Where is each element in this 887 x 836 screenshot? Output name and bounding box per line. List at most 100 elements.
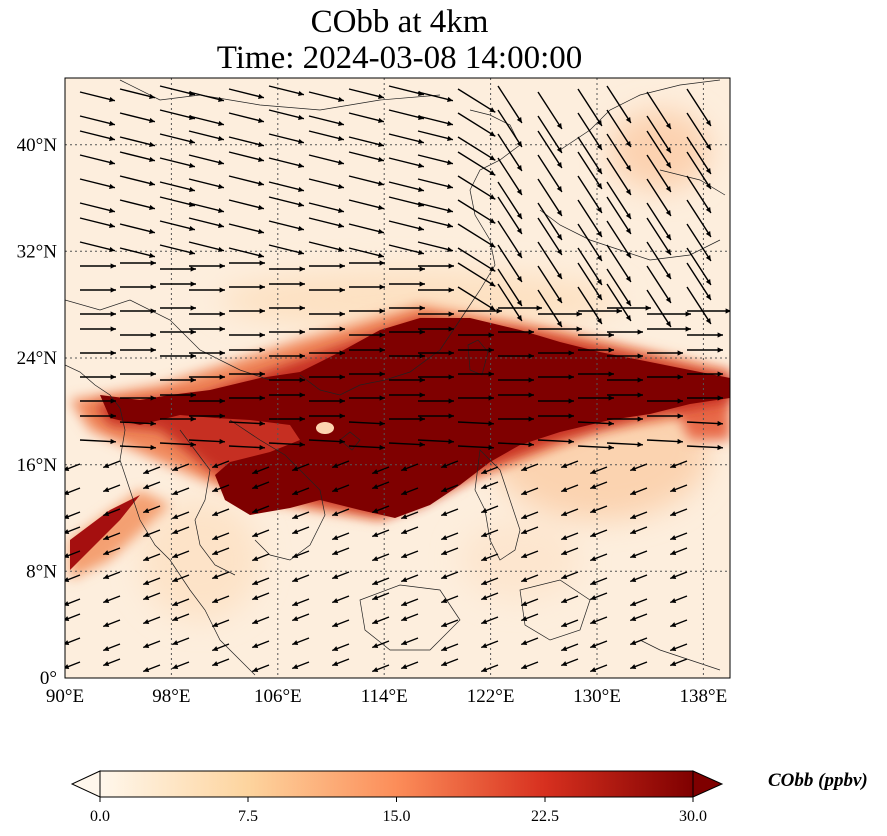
wind-vector-head	[219, 413, 225, 419]
wind-vector-shaft	[308, 241, 345, 252]
wind-vector-shaft	[308, 178, 345, 189]
wind-vector-head	[516, 251, 522, 258]
wind-vector-head	[561, 535, 568, 540]
wind-vector-head	[441, 661, 448, 666]
wind-vector-head	[717, 420, 723, 427]
wind-vector-shaft	[79, 241, 116, 252]
wind-vector-shaft	[646, 202, 672, 241]
wind-vector-head	[596, 230, 602, 237]
wind-vector-head	[65, 664, 70, 669]
wind-vector-head	[252, 469, 259, 474]
wind-vector-head	[418, 249, 424, 255]
wind-vector-head	[596, 254, 602, 261]
wind-vector-shaft	[268, 85, 305, 96]
wind-vector-head	[516, 140, 522, 147]
colorbar: 0.0 7.5 15.0 22.5 30.0	[70, 770, 724, 825]
wind-vector-head	[665, 161, 671, 168]
wind-vector-shaft	[348, 247, 385, 258]
wind-vector-shaft	[686, 136, 712, 175]
wind-vector-head	[332, 661, 339, 666]
wind-vector-head	[258, 156, 264, 162]
wind-vector-head	[489, 242, 496, 248]
wind-vector-shaft	[268, 109, 305, 120]
colorbar-tick-label: 0.0	[90, 808, 110, 825]
wind-vector-shaft	[606, 283, 632, 322]
wind-vectors	[65, 85, 730, 673]
wind-vector-head	[149, 156, 155, 162]
wind-vector-head	[65, 514, 70, 519]
wind-vector-shaft	[388, 181, 425, 192]
lat-tick-label: 24°N	[17, 348, 58, 369]
wind-vector-shaft	[159, 220, 196, 231]
wind-vector-head	[109, 96, 115, 102]
wind-vector-shaft	[537, 202, 563, 241]
wind-vector-head	[65, 577, 70, 582]
wind-vector-head	[616, 308, 622, 314]
wind-vector-head	[561, 622, 568, 627]
wind-vector-head	[630, 490, 637, 495]
wind-vector-head	[219, 326, 225, 332]
wind-vector-head	[705, 143, 711, 150]
wind-vector-head	[379, 284, 385, 290]
wind-vector-head	[521, 664, 528, 669]
wind-vector-head	[372, 595, 379, 600]
wind-vector-head	[670, 622, 677, 627]
wind-vector-head	[489, 107, 496, 113]
wind-vector-head	[447, 183, 453, 189]
wind-vector-head	[143, 556, 150, 561]
wind-vector-head	[103, 622, 110, 627]
wind-vector-head	[65, 616, 70, 621]
wind-vector-head	[378, 252, 384, 258]
wind-vector-head	[705, 119, 711, 126]
wind-vector-shaft	[348, 223, 385, 234]
wind-vector-shaft	[159, 109, 196, 120]
wind-vector-head	[481, 469, 488, 474]
wind-vector-head	[556, 209, 562, 216]
wind-vector-shaft	[457, 88, 496, 113]
wind-vector-head	[218, 183, 224, 189]
wind-vector-head	[252, 556, 259, 561]
wind-vector-shaft	[388, 157, 425, 168]
chart-subtitle-time: Time: 2024-03-08 14:00:00	[216, 40, 583, 76]
wind-vector-head	[212, 622, 219, 627]
wind-vector-head	[298, 90, 304, 96]
colorbar-tick-label: 22.5	[531, 808, 559, 825]
wind-vector-head	[489, 218, 496, 224]
wind-vector-head	[418, 186, 424, 192]
wind-vector-head	[521, 553, 528, 558]
wind-vector-head	[252, 667, 259, 672]
wind-vector-shaft	[348, 112, 385, 123]
wind-vector-head	[103, 511, 110, 516]
wind-vector-head	[488, 444, 494, 451]
wind-vector-head	[665, 185, 671, 192]
wind-vector-head	[150, 371, 156, 377]
wind-vector-head	[219, 311, 225, 317]
wind-vector-shaft	[308, 130, 345, 141]
wind-vector-head	[596, 182, 602, 189]
wind-vector-head	[561, 463, 568, 468]
wind-vector-head	[561, 661, 568, 666]
wind-vector-head	[521, 601, 528, 606]
wind-vector-head	[172, 640, 179, 645]
wind-vector-shaft	[646, 289, 672, 328]
wind-vector-head	[556, 272, 562, 279]
wind-vector-head	[292, 640, 299, 645]
wind-vector-shaft	[646, 265, 672, 304]
wind-vector-head	[258, 228, 264, 234]
wind-vector-shaft	[228, 112, 265, 123]
wind-vector-head	[218, 96, 224, 102]
wind-vector-shaft	[577, 445, 614, 449]
wind-vector-shaft	[537, 178, 563, 217]
wind-vector-head	[556, 320, 562, 327]
wind-vector-shaft	[646, 241, 672, 280]
wind-vector-shaft	[537, 115, 563, 154]
wind-vector-head	[418, 162, 424, 168]
wind-vector-head	[447, 222, 453, 228]
wind-vector-shaft	[388, 244, 425, 255]
wind-vector-head	[556, 146, 562, 153]
wind-vector-shaft	[646, 217, 672, 256]
wind-vector-head	[103, 646, 110, 651]
wind-vector-head	[665, 209, 671, 216]
wind-vector-head	[481, 532, 488, 537]
wind-vector-shaft	[417, 217, 454, 228]
